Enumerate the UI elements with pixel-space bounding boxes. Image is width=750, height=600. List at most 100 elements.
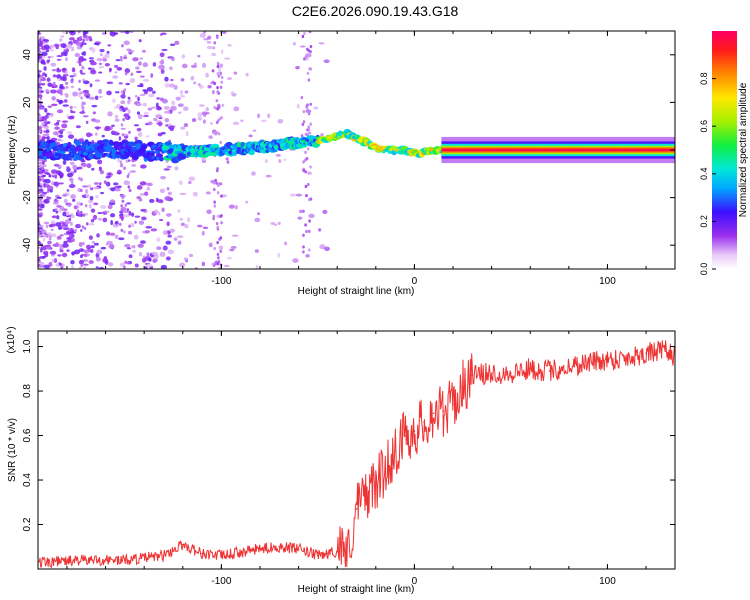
spectral-speckle xyxy=(40,247,43,253)
spectral-streak xyxy=(215,99,219,103)
spectral-speckle xyxy=(69,221,73,226)
spectral-speckle xyxy=(85,244,92,250)
spectral-speckle xyxy=(49,44,55,48)
spectral-streak xyxy=(307,112,311,116)
spectral-speckle xyxy=(136,102,141,106)
spectral-speckle xyxy=(323,59,330,64)
spectral-speckle xyxy=(66,189,70,192)
spectral-blob xyxy=(158,157,164,162)
snr-x-axis: -100 0 100 xyxy=(66,331,647,587)
spectral-streak xyxy=(77,176,81,180)
spectral-speckle xyxy=(142,102,147,107)
spectral-streak xyxy=(84,204,88,208)
spectral-streak xyxy=(85,222,89,226)
spectrogram-heatmap xyxy=(38,31,675,269)
snr-frame xyxy=(37,330,676,570)
spectral-speckle xyxy=(51,96,56,101)
spectral-speckle xyxy=(59,249,64,253)
spectral-speckle xyxy=(85,95,90,99)
spectral-speckle xyxy=(135,66,140,70)
snr-plot-area xyxy=(38,340,675,569)
spectral-speckle xyxy=(149,198,155,203)
spectral-speckle xyxy=(52,81,56,87)
spectral-speckle xyxy=(39,78,47,82)
spectral-speckle xyxy=(110,220,113,226)
spectral-speckle xyxy=(234,205,239,210)
spectral-speckle xyxy=(38,178,42,181)
spectral-speckle xyxy=(180,222,185,227)
spectral-speckle xyxy=(319,244,326,250)
spectral-speckle xyxy=(65,85,69,89)
spectral-speckle xyxy=(38,47,42,50)
spectral-speckle xyxy=(43,184,51,188)
spectral-speckle xyxy=(90,61,97,66)
snr-point xyxy=(181,543,184,546)
spectral-streak xyxy=(309,122,312,126)
spectral-speckle xyxy=(44,178,51,184)
spectral-speckle xyxy=(38,78,42,83)
colorbar-gradient xyxy=(712,31,737,269)
spectral-speckle xyxy=(168,83,175,88)
y-tick-label: 0.4 xyxy=(22,473,33,487)
spectral-speckle xyxy=(56,74,62,80)
spectral-speckle xyxy=(38,70,42,73)
spectral-speckle xyxy=(47,56,51,59)
spectral-speckle xyxy=(100,191,105,195)
spectral-speckle xyxy=(68,177,74,182)
spectral-speckle xyxy=(161,207,165,212)
spectral-speckle xyxy=(273,223,278,226)
spectral-speckle xyxy=(60,35,65,38)
spectral-speckle xyxy=(119,31,126,34)
spectral-streak xyxy=(302,209,305,213)
spectral-speckle xyxy=(114,187,121,192)
spectral-peak xyxy=(543,148,549,152)
spectral-blob xyxy=(108,139,114,146)
spectral-speckle xyxy=(41,116,46,119)
spectral-speckle xyxy=(183,257,189,261)
spectral-streak xyxy=(216,90,220,94)
spectral-speckle xyxy=(90,245,95,249)
spectral-speckle xyxy=(46,77,51,82)
spectral-speckle xyxy=(156,97,160,100)
spectral-streak xyxy=(217,256,220,260)
spectral-speckle xyxy=(59,77,66,81)
spectral-streak xyxy=(126,261,130,265)
spectral-speckle xyxy=(184,223,189,229)
spectral-speckle xyxy=(61,68,67,71)
spectral-speckle xyxy=(38,119,45,122)
spectral-speckle xyxy=(160,59,164,64)
spectral-speckle xyxy=(160,264,168,269)
spectral-speckle xyxy=(43,44,50,50)
spectral-blob xyxy=(50,142,58,148)
spectral-streak xyxy=(219,85,223,89)
spectral-speckle xyxy=(125,82,130,86)
spectral-speckle xyxy=(85,193,90,198)
spectral-speckle xyxy=(153,209,159,214)
spectral-streak xyxy=(127,172,131,176)
spectral-speckle xyxy=(122,56,128,60)
spectral-speckle xyxy=(163,110,171,114)
spectral-speckle xyxy=(99,182,102,186)
spectral-speckle xyxy=(96,233,100,238)
spectral-streak xyxy=(120,58,123,62)
spectral-speckle xyxy=(44,244,51,247)
spectral-streak xyxy=(216,252,220,257)
spectral-speckle xyxy=(68,183,76,189)
spectral-speckle xyxy=(38,31,41,34)
spectral-speckle xyxy=(63,99,68,103)
spectral-streak xyxy=(220,80,223,84)
spectral-speckle xyxy=(93,42,100,46)
spectral-speckle xyxy=(43,221,50,225)
spectral-speckle xyxy=(60,43,67,49)
spectral-speckle xyxy=(124,243,131,248)
spectral-speckle xyxy=(120,100,126,105)
spectral-speckle xyxy=(201,157,206,161)
spectral-speckle xyxy=(267,113,271,119)
spectral-speckle xyxy=(95,194,99,199)
snr-scale-label: (x10⁴) xyxy=(6,326,17,353)
spectral-speckle xyxy=(211,52,217,57)
spectral-streak xyxy=(302,233,305,237)
spectral-streak xyxy=(78,211,81,216)
snr-point xyxy=(529,368,532,370)
spectral-streak xyxy=(215,169,219,173)
